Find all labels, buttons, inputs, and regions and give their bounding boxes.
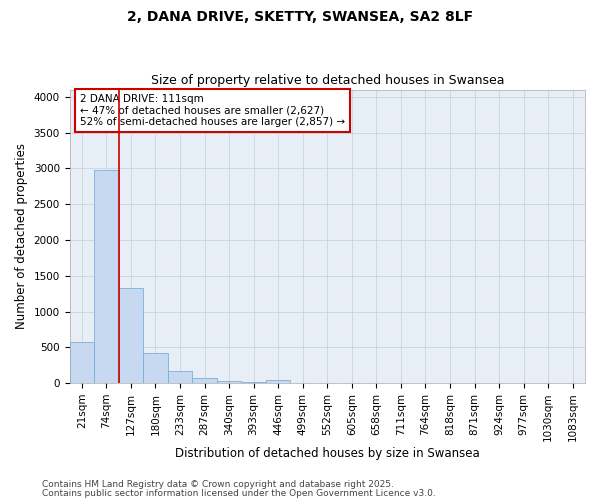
Bar	[70, 342, 94, 383]
X-axis label: Distribution of detached houses by size in Swansea: Distribution of detached houses by size …	[175, 447, 479, 460]
Bar	[266, 380, 290, 383]
Title: Size of property relative to detached houses in Swansea: Size of property relative to detached ho…	[151, 74, 504, 87]
Bar	[168, 372, 192, 383]
Y-axis label: Number of detached properties: Number of detached properties	[15, 144, 28, 330]
Bar	[217, 380, 241, 383]
Bar	[192, 378, 217, 383]
Text: 2, DANA DRIVE, SKETTY, SWANSEA, SA2 8LF: 2, DANA DRIVE, SKETTY, SWANSEA, SA2 8LF	[127, 10, 473, 24]
Text: 2 DANA DRIVE: 111sqm
← 47% of detached houses are smaller (2,627)
52% of semi-de: 2 DANA DRIVE: 111sqm ← 47% of detached h…	[80, 94, 345, 127]
Bar	[119, 288, 143, 383]
Text: Contains HM Land Registry data © Crown copyright and database right 2025.: Contains HM Land Registry data © Crown c…	[42, 480, 394, 489]
Text: Contains public sector information licensed under the Open Government Licence v3: Contains public sector information licen…	[42, 489, 436, 498]
Bar	[94, 170, 119, 383]
Bar	[241, 382, 266, 383]
Bar	[143, 353, 168, 383]
